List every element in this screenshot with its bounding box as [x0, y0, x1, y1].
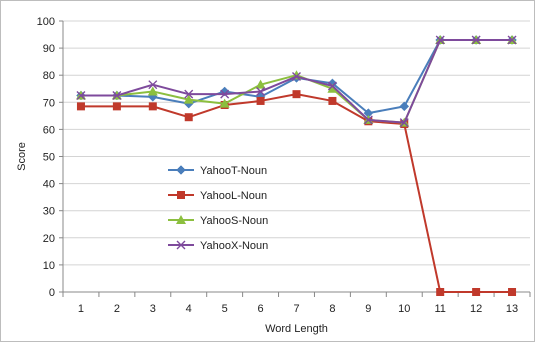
y-tick-label: 60	[43, 124, 55, 136]
legend-item-0: YahooT-Noun	[168, 165, 267, 177]
x-tick-label: 3	[150, 303, 156, 315]
x-tick-label: 1	[78, 303, 84, 315]
x-tick-label: 11	[434, 303, 445, 315]
legend-label: YahooT-Noun	[200, 165, 267, 177]
legend-label: YahooS-Noun	[200, 215, 268, 227]
data-point	[471, 35, 481, 45]
y-tick-label: 20	[43, 233, 55, 245]
x-tick-label: 6	[258, 303, 264, 315]
data-point	[112, 102, 121, 111]
data-point	[184, 89, 194, 99]
y-tick-label: 100	[37, 16, 55, 28]
y-axis-label: Score	[16, 142, 28, 171]
data-point	[256, 86, 266, 96]
x-axis-ticks: 1 2 3 4 5 6 7 8 9 10 11 12 13	[62, 292, 531, 315]
series-3	[76, 35, 517, 128]
data-point	[184, 113, 193, 122]
data-point	[148, 80, 158, 90]
data-point	[219, 98, 230, 108]
legend-swatch-marker	[176, 165, 186, 175]
series-group	[75, 34, 518, 296]
data-point	[76, 91, 86, 101]
gridlines	[63, 20, 530, 266]
y-tick-label: 80	[43, 70, 55, 82]
data-point	[292, 90, 301, 99]
x-tick-label: 8	[329, 303, 335, 315]
x-tick-label: 7	[293, 303, 299, 315]
x-tick-label: 12	[470, 303, 482, 315]
data-point	[363, 115, 373, 125]
data-point	[76, 102, 85, 111]
x-tick-label: 13	[506, 303, 518, 315]
y-tick-label: 30	[43, 206, 55, 218]
y-tick-label: 40	[43, 179, 55, 191]
legend: YahooT-Noun YahooL-Noun YahooS-Noun YahooX-…	[168, 165, 268, 252]
data-point	[147, 86, 158, 96]
data-point	[472, 288, 481, 296]
y-tick-label: 10	[43, 260, 55, 272]
data-point	[507, 35, 517, 45]
data-point	[183, 94, 194, 104]
x-tick-label: 10	[398, 303, 410, 315]
legend-item-2: YahooS-Noun	[168, 215, 268, 227]
data-point	[327, 83, 338, 93]
y-tick-label: 70	[43, 97, 55, 109]
y-tick-label: 90	[43, 43, 55, 55]
data-point	[148, 102, 157, 111]
x-tick-label: 5	[222, 303, 228, 315]
data-point	[328, 96, 337, 105]
y-tick-label: 0	[49, 287, 55, 299]
legend-label: YahooX-Noun	[200, 240, 268, 252]
data-point	[399, 118, 409, 128]
legend-swatch-marker	[177, 191, 185, 199]
x-tick-label: 2	[114, 303, 120, 315]
data-point	[436, 288, 445, 296]
legend-label: YahooL-Noun	[200, 190, 267, 202]
data-point	[292, 72, 301, 82]
data-point	[508, 288, 517, 296]
legend-item-1: YahooL-Noun	[168, 190, 267, 202]
legend-item-3: YahooX-Noun	[168, 240, 268, 252]
x-tick-label: 9	[365, 303, 371, 315]
data-point	[256, 96, 265, 105]
data-point	[255, 79, 266, 89]
data-point	[112, 91, 122, 101]
x-axis-label: Word Length	[265, 323, 328, 335]
x-tick-label: 4	[186, 303, 192, 315]
data-point	[399, 101, 410, 112]
data-point	[435, 35, 445, 45]
y-tick-label: 50	[43, 152, 55, 164]
y-axis-ticks: 0 10 20 30 40 50 60 70 80 90 100	[37, 16, 63, 299]
data-point	[220, 89, 230, 99]
legend-swatch-marker	[176, 215, 186, 224]
data-point	[327, 81, 337, 91]
series-line	[80, 93, 513, 293]
legend-swatch-marker	[176, 240, 186, 250]
